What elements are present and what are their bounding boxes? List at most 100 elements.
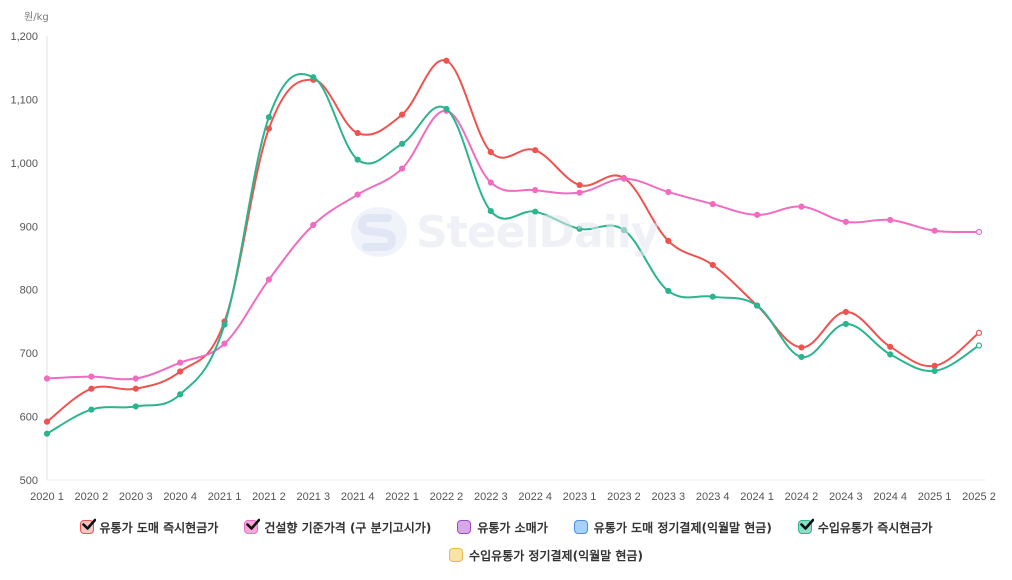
data-point[interactable] [576,189,583,196]
checkbox-checked-icon[interactable] [244,518,261,534]
data-point[interactable] [532,208,539,215]
legend-item[interactable]: 건설향 기준가격 (구 분기고시가) [244,516,431,538]
data-point[interactable] [310,74,317,81]
data-point[interactable] [221,340,228,347]
x-tick-label: 2021 3 [296,491,330,503]
data-point[interactable] [620,226,628,234]
checkmark-icon [800,518,814,530]
checkbox-unchecked-icon[interactable] [449,548,464,562]
data-point[interactable] [487,207,494,215]
data-point[interactable] [931,227,938,234]
data-point[interactable] [132,385,139,392]
data-point[interactable] [398,165,406,172]
data-point[interactable] [443,57,450,64]
data-point[interactable] [975,228,983,236]
data-point[interactable] [88,385,95,392]
checkbox-unchecked-icon[interactable] [573,520,588,534]
x-tick-label: 2023 1 [563,491,597,503]
data-point[interactable] [709,200,716,208]
data-point[interactable] [709,261,716,269]
y-tick-label: 600 [20,412,38,424]
checkbox-checked-icon[interactable] [797,518,814,534]
legend-item[interactable]: 유통가 소매가 [457,516,548,538]
data-point[interactable] [620,175,628,182]
y-tick-label: 1,000 [10,158,38,170]
legend-item[interactable]: 수입유통가 즉시현금가 [797,516,932,538]
data-point[interactable] [753,302,761,309]
data-point[interactable] [221,321,228,328]
legend-label: 수입유통가 정기결제(익월말 현금) [469,548,643,563]
series-line [43,73,983,437]
checkbox-unchecked-icon[interactable] [457,520,472,534]
x-tick-label: 2021 1 [208,491,242,503]
data-point[interactable] [798,344,805,351]
data-point[interactable] [842,218,849,225]
data-point[interactable] [798,353,805,361]
y-tick-label: 900 [20,221,38,233]
data-point[interactable] [887,351,894,358]
data-point[interactable] [354,129,361,137]
checkmark-icon [246,518,261,530]
data-point[interactable] [931,362,938,369]
data-point[interactable] [354,191,361,198]
data-point[interactable] [132,403,139,410]
x-tick-label: 2024 3 [829,491,863,503]
data-point[interactable] [532,147,539,154]
data-point[interactable] [177,391,184,398]
x-tick-label: 2021 4 [341,491,375,503]
x-tick-label: 2021 2 [252,491,286,503]
legend-item[interactable]: 수입유통가 정기결제(익월말 현금) [140,544,952,566]
legend-item[interactable]: 유통가 도매 즉시현금가 [79,516,219,538]
data-point[interactable] [43,375,51,382]
data-point[interactable] [132,375,139,382]
legend-item[interactable]: 유통가 도매 정기결제(익월말 현금) [573,516,772,538]
data-point[interactable] [177,359,184,366]
data-point[interactable] [842,308,849,316]
data-point[interactable] [709,293,716,300]
data-point[interactable] [753,211,761,218]
legend-label: 유통가 도매 즉시현금가 [99,520,219,535]
data-point[interactable] [354,156,361,163]
x-tick-label: 2025 1 [918,491,952,503]
checkbox-checked-icon[interactable] [79,518,96,534]
y-tick-label: 1,200 [10,31,38,43]
data-point[interactable] [576,225,583,232]
data-point[interactable] [487,179,494,186]
data-point[interactable] [532,187,539,194]
data-point[interactable] [798,203,805,210]
data-point[interactable] [887,216,894,224]
series-line [43,107,983,382]
series-layer [43,57,983,437]
data-point[interactable] [265,114,273,121]
data-point[interactable] [43,418,51,425]
data-point[interactable] [842,320,849,328]
data-point[interactable] [975,342,983,349]
x-tick-label: 2022 3 [474,491,508,503]
data-point[interactable] [265,125,273,132]
data-point[interactable] [931,367,938,375]
data-point[interactable] [576,181,583,189]
y-tick-label: 800 [20,285,38,297]
data-point[interactable] [398,111,406,118]
data-point[interactable] [177,368,184,375]
x-tick-label: 2023 2 [607,491,641,503]
x-tick-label: 2022 2 [430,491,464,503]
data-point[interactable] [443,105,450,113]
data-point[interactable] [398,140,406,147]
data-point[interactable] [88,373,95,380]
data-point[interactable] [665,188,672,196]
data-point[interactable] [265,276,273,283]
data-point[interactable] [310,221,317,229]
y-axis: 500 600 700 800 900 1,000 1,100 1,200 [10,31,38,487]
x-tick-label: 2023 3 [652,491,686,503]
x-axis: 2020 1 2020 2 2020 3 2020 4 2021 1 2021 2 2021… [30,491,996,503]
data-point[interactable] [665,237,672,244]
data-point[interactable] [975,329,983,336]
data-point[interactable] [43,430,51,437]
x-tick-label: 2024 2 [785,491,819,503]
series-path [46,73,980,435]
data-point[interactable] [88,406,95,413]
data-point[interactable] [487,148,494,156]
data-point[interactable] [665,287,672,295]
data-point[interactable] [887,343,894,350]
